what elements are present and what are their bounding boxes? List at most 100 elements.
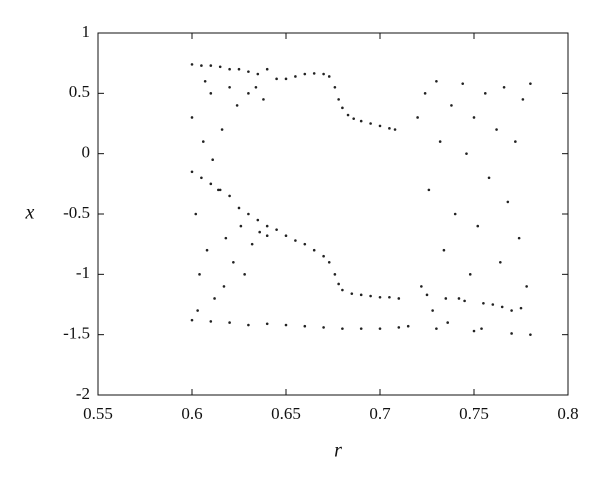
point (312, 248, 316, 252)
point (284, 77, 288, 81)
point (446, 321, 449, 324)
point (247, 212, 250, 216)
point (393, 128, 397, 131)
point (322, 326, 325, 329)
point (200, 176, 203, 180)
point (495, 128, 498, 131)
x-tick-label: 0.65 (271, 404, 301, 423)
point (500, 305, 504, 309)
point (346, 113, 350, 117)
x-axis-label: r (334, 440, 342, 462)
point (303, 72, 307, 76)
point (198, 273, 201, 276)
point (438, 140, 442, 143)
point (510, 309, 513, 312)
point (196, 309, 199, 312)
point (337, 282, 340, 286)
point (337, 98, 340, 101)
point (444, 297, 448, 300)
point (209, 92, 213, 95)
y-tick-label: 0.5 (69, 82, 90, 101)
point (529, 333, 532, 336)
point (435, 327, 438, 330)
point (519, 306, 523, 310)
point (294, 239, 297, 242)
point (352, 117, 355, 120)
point (209, 182, 213, 186)
point (350, 292, 354, 295)
point (450, 104, 453, 107)
point (200, 64, 203, 67)
point (303, 242, 307, 246)
point (333, 86, 337, 89)
point (224, 236, 228, 240)
point (525, 285, 528, 288)
point (327, 75, 331, 78)
x-tick-label: 0.7 (369, 404, 391, 423)
y-tick-label: 0 (82, 143, 91, 162)
point (209, 320, 213, 323)
point (378, 124, 382, 128)
y-tick-label: -0.5 (63, 203, 90, 222)
point (499, 260, 502, 264)
point (237, 67, 241, 71)
point (406, 324, 410, 328)
point (388, 295, 391, 299)
y-tick-label: -2 (76, 384, 90, 403)
point (190, 318, 194, 322)
point (341, 288, 344, 292)
point (423, 92, 427, 95)
point (312, 72, 316, 75)
point (463, 299, 466, 303)
point (388, 127, 391, 130)
point (333, 273, 337, 276)
point (468, 273, 472, 276)
point (232, 260, 235, 264)
point (502, 86, 506, 89)
point (482, 301, 485, 305)
point (378, 327, 382, 330)
point (506, 200, 510, 204)
point (190, 63, 194, 66)
point (327, 260, 331, 264)
point (487, 176, 491, 180)
point (397, 326, 401, 329)
x-tick-label: 0.8 (557, 404, 578, 423)
point (359, 327, 363, 330)
point (416, 116, 419, 119)
x-tick-label: 0.55 (83, 404, 113, 423)
point (205, 248, 209, 252)
point (203, 79, 207, 83)
point (294, 75, 297, 78)
point (220, 128, 224, 131)
point (483, 92, 487, 95)
point (254, 86, 258, 89)
point (472, 116, 476, 119)
y-tick-label: 1 (82, 22, 91, 41)
point (265, 224, 269, 228)
point (431, 309, 434, 312)
x-tick-label: 0.75 (459, 404, 489, 423)
point (284, 234, 288, 238)
point (359, 119, 363, 123)
point (228, 67, 231, 71)
point (190, 170, 194, 174)
point (247, 70, 250, 73)
point (435, 79, 438, 83)
point (425, 293, 429, 297)
y-tick-label: -1.5 (63, 324, 90, 343)
point (275, 228, 278, 231)
point (322, 254, 325, 258)
point (442, 248, 446, 252)
point (510, 332, 513, 335)
point (378, 295, 382, 299)
point (209, 64, 213, 67)
point (284, 323, 288, 327)
point (457, 297, 461, 300)
point (476, 224, 480, 228)
point (397, 297, 401, 300)
point (480, 327, 483, 330)
point (211, 158, 214, 161)
point (222, 285, 226, 288)
